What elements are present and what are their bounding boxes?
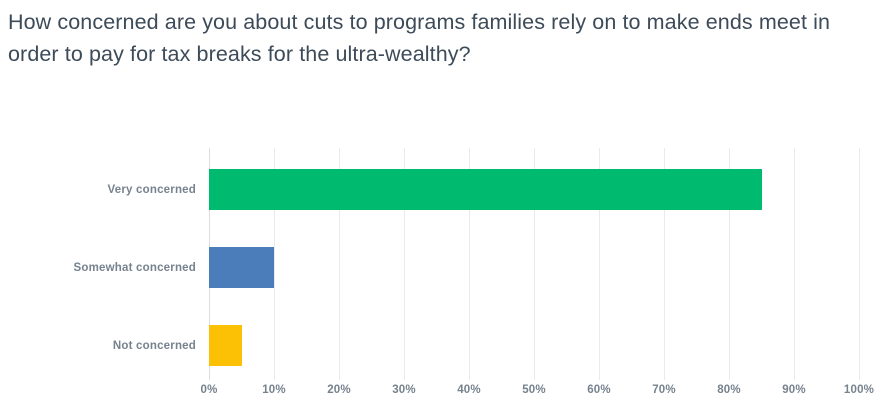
x-tick-label-40pct: 40%: [457, 384, 481, 396]
category-label-not-concerned: Not concerned: [112, 339, 196, 352]
bar-not-concerned: [209, 325, 242, 366]
x-tick-label-60pct: 60%: [587, 384, 611, 396]
x-tick-label-0pct: 0%: [200, 384, 218, 396]
x-tick-label-50pct: 50%: [522, 384, 546, 396]
x-axis: 0% 10% 20% 30% 40% 50% 60% 70% 80% 90% 100%: [200, 384, 873, 400]
x-tick-label-20pct: 20%: [327, 384, 351, 396]
x-tick-label-70pct: 70%: [652, 384, 676, 396]
x-tick-label-30pct: 30%: [392, 384, 416, 396]
x-tick-label-90pct: 90%: [782, 384, 806, 396]
x-tick-label-80pct: 80%: [717, 384, 741, 396]
gridline: [274, 148, 275, 380]
x-tick-label-100pct: 100%: [843, 384, 875, 396]
gridline: [534, 148, 535, 380]
category-label-somewhat-concerned: Somewhat concerned: [73, 261, 196, 274]
bar-chart-plot-area: [209, 148, 860, 380]
gridline: [599, 148, 600, 380]
gridline: [664, 148, 665, 380]
x-tick-label-10pct: 10%: [262, 384, 286, 396]
gridline: [794, 148, 795, 380]
gridline: [729, 148, 730, 380]
gridline: [404, 148, 405, 380]
gridline: [469, 148, 470, 380]
bar-very-concerned: [209, 169, 762, 210]
gridline: [339, 148, 340, 380]
chart-title: How concerned are you about cuts to prog…: [8, 10, 831, 66]
bar-somewhat-concerned: [209, 247, 274, 288]
gridline: [859, 148, 860, 380]
category-label-very-concerned: Very concerned: [107, 183, 196, 196]
